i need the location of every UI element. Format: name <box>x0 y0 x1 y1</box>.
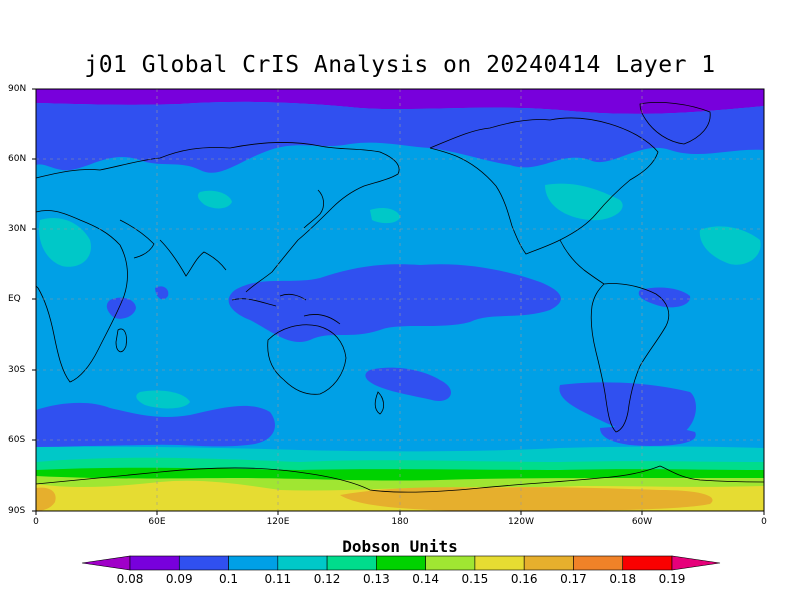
x-label-0: 0 <box>33 517 39 527</box>
field-indian-blob-2 <box>155 286 169 300</box>
colorbar-label: 0.08 <box>116 572 144 586</box>
y-label-90s: 90S <box>8 506 26 516</box>
y-label-30s: 30S <box>8 365 26 375</box>
colorbar-label: 0.17 <box>560 572 587 586</box>
field-patch-atlantic <box>699 226 761 265</box>
colorbar-title: Dobson Units <box>342 537 458 556</box>
field-south-aus <box>365 367 452 401</box>
colorbar-swatch <box>277 555 328 571</box>
y-label-30n: 30N <box>8 224 27 234</box>
field-patch-tibet <box>197 190 232 209</box>
coast-japan <box>303 189 324 229</box>
coast-antarctica <box>36 465 764 493</box>
coast-greenland <box>639 102 711 145</box>
x-label-360: 0 <box>761 517 767 527</box>
axis-ticks <box>32 88 765 515</box>
field-patch-pacific-n <box>370 207 400 224</box>
colorbar-swatch <box>425 555 476 571</box>
colorbar-label: 0.11 <box>264 572 292 586</box>
colorbar-label: 0.16 <box>510 572 538 586</box>
field-north-polar <box>36 89 764 114</box>
coast-central-america <box>559 239 605 285</box>
colorbar-label: 0.15 <box>461 572 489 586</box>
y-label-60n: 60N <box>8 154 27 164</box>
colorbar-triangle-low <box>81 555 131 571</box>
colorbar-label: 0.18 <box>609 572 637 586</box>
x-label-60e: 60E <box>148 517 166 527</box>
x-label-120w: 120W <box>507 517 535 527</box>
field-antarctic-17-west <box>36 487 56 511</box>
colorbar-swatch <box>474 555 525 571</box>
field-southern-band-2 <box>600 426 696 446</box>
map-title: j01 Global CrIS Analysis on 20240414 Lay… <box>84 52 716 78</box>
field-patch-south-indian <box>136 390 190 409</box>
colorbar-label: 0.09 <box>165 572 193 586</box>
colorbar-swatch <box>228 555 279 571</box>
colorbar-triangle-high <box>671 555 721 571</box>
field-south-pacific <box>559 382 696 437</box>
x-label-60w: 60W <box>631 517 653 527</box>
colorbar-swatch <box>129 555 180 571</box>
y-label-eq: EQ <box>8 294 21 304</box>
colorbar-label: 0.14 <box>412 572 439 586</box>
field-atlantic-east <box>638 287 691 308</box>
y-label-90n: 90N <box>8 84 27 94</box>
colorbar-swatch <box>523 555 574 571</box>
field-patch-africa-w <box>39 218 91 267</box>
x-label-180: 180 <box>391 517 409 527</box>
colorbar-swatch <box>326 555 377 571</box>
field-antarctic-17 <box>340 487 713 511</box>
map-grid <box>36 89 764 511</box>
colorbar-swatch <box>622 555 673 571</box>
colorbar-label: 0.19 <box>658 572 686 586</box>
coast-eurasia <box>36 141 400 209</box>
colorbar <box>81 555 721 571</box>
colorbar-swatch <box>178 555 229 571</box>
field-patch-na <box>545 183 623 221</box>
colorbar-swatch <box>573 555 624 571</box>
field-north-high <box>36 101 764 173</box>
y-label-60s: 60S <box>8 435 26 445</box>
field-southern-band <box>36 402 275 448</box>
colorbar-label: 0.13 <box>363 572 390 586</box>
coast-madagascar <box>115 328 127 353</box>
coast-newzealand <box>374 391 384 415</box>
field-tropical-pacific <box>228 264 561 342</box>
colorbar-swatch <box>376 555 426 571</box>
coast-south-america <box>590 283 670 433</box>
colorbar-label: 0.12 <box>313 572 341 586</box>
coast-asia-east <box>245 207 333 293</box>
coast-australia <box>267 324 347 395</box>
coastlines <box>36 102 764 493</box>
coast-north-america <box>429 117 659 255</box>
coast-arabia <box>119 219 155 259</box>
x-label-120e: 120E <box>266 517 290 527</box>
colorbar-label: 0.1 <box>218 572 239 586</box>
coast-india <box>159 239 227 277</box>
coast-africa <box>36 210 128 383</box>
field-indian-blob <box>106 297 136 319</box>
